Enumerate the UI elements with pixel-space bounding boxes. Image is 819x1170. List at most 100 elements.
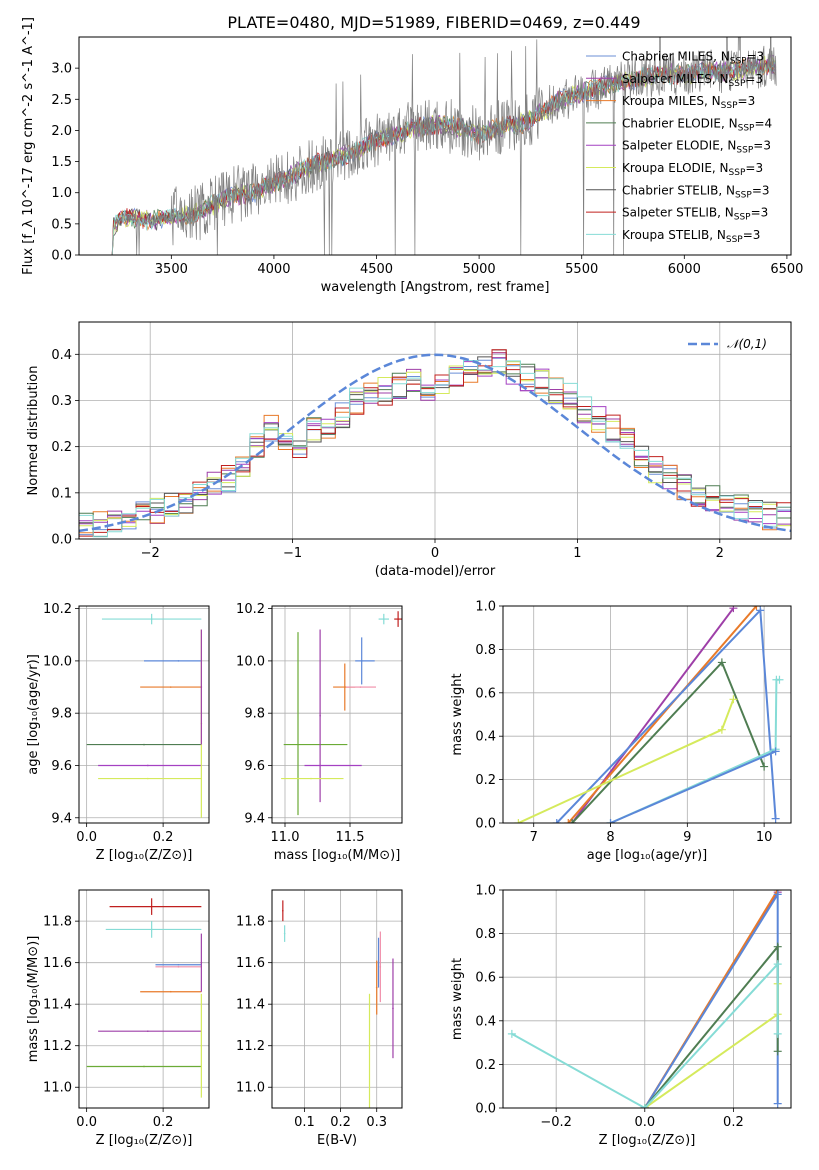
y-axis-label: mass weight [450,673,465,755]
legend-nssp: =4 [754,116,772,130]
y-tick-label: 11.2 [236,1039,265,1054]
y-tick-label: 11.4 [236,998,265,1013]
y-tick-label: 0.6 [475,686,496,701]
data-point [377,961,380,964]
y-tick-label: 0.0 [51,533,72,548]
errorbars-6 [282,900,394,1108]
y-tick-label: 11.4 [43,998,72,1013]
x-axis-label: age [log₁₀(age/yr)] [587,848,708,863]
x-tick-label: 0.0 [634,1115,655,1130]
x-tick-label: 10 [756,830,773,845]
plus-marker [756,606,765,615]
y-tick-label: 10.2 [236,602,265,617]
y-tick-label: 1.5 [51,155,72,170]
legend-label: 𝒩(0,1) [727,337,767,351]
y-tick-label: 0.5 [51,217,72,232]
data-point [397,618,399,620]
legend-nssp: =3 [745,161,763,175]
x-tick-label: −1 [283,546,302,561]
data-point [147,764,149,767]
y-tick-label: 1.0 [475,600,496,615]
legend-subscript: SSP [734,213,751,223]
data-point [150,618,153,620]
plus-marker [773,1029,782,1038]
legend-nssp: =3 [751,206,769,220]
plus-marker [773,890,782,899]
y-tick-label: 11.6 [236,956,265,971]
spectrum-lines [109,37,777,255]
x-tick-label: 0.3 [366,1115,387,1130]
data-point [200,686,203,688]
x-axis-label: E(B-V) [317,1133,357,1148]
y-tick-label: 11.6 [43,956,72,971]
x-axis-label: (data-model)/error [375,564,496,579]
x-tick-label: 8 [606,830,614,845]
panel-3-frame [271,605,403,824]
data-point [360,660,363,662]
y-tick-label: 0.4 [51,348,72,363]
plus-marker [514,819,523,823]
y-tick-label: 10.0 [236,654,265,669]
panel-7-frame [502,889,792,1109]
y-tick-label: 11.8 [43,915,72,930]
x-tick-label: 0.2 [723,1115,744,1130]
y-tick-label: 2.5 [51,93,72,108]
errorbars-2 [86,613,203,818]
y-tick-label: 0.0 [51,249,72,264]
y-tick-label: 0.3 [51,394,72,409]
legend-subscript: SSP [730,57,747,67]
y-tick-label: 2.0 [51,124,72,139]
data-point [375,986,378,989]
y-tick-label: 11.0 [43,1081,72,1096]
data-point [177,966,180,968]
plus-marker [773,1047,782,1056]
x-tick-label: 6500 [770,262,803,277]
panel-6-axes: 0.1 0.2 0.3 11.0 11.2 11.4 11.6 11.8 E(B-V) [236,890,402,1148]
legend-label: Salpeter MILES, NSSP=3 [622,72,763,89]
data-point [150,905,153,908]
x-tick-label: −0.2 [540,1115,572,1130]
x-tick-label: 0.0 [76,1115,97,1130]
legend-label: Kroupa STELIB, NSSP=3 [622,228,760,245]
x-tick-label: 7 [530,830,538,845]
data-point [150,928,153,931]
plus-marker [773,960,782,969]
weight-series-6 [610,750,776,823]
data-point [297,743,299,746]
data-point [169,686,172,688]
y-tick-label: 10.2 [43,602,72,617]
x-tick-label: 0.1 [294,1115,315,1130]
data-point [177,963,180,966]
legend-nssp: =3 [747,50,765,64]
data-point [344,686,346,688]
plus-marker [640,1104,649,1108]
legend-label: Chabrier MILES, NSSP=3 [622,50,764,67]
y-tick-label: 10.0 [43,654,72,669]
data-point [368,1044,371,1047]
y-tick-label: 9.4 [51,811,72,826]
legend-subscript: SSP [721,101,738,111]
data-point [392,1007,394,1010]
x-tick-label: 3500 [155,262,188,277]
data-point [310,777,312,780]
y-tick-label: 0.4 [475,730,496,745]
x-tick-label: 2 [716,546,724,561]
x-tick-label: 5500 [565,262,598,277]
x-tick-label: 11.5 [336,830,365,845]
y-tick-label: 11.8 [236,915,265,930]
x-tick-label: 0.0 [76,830,97,845]
observed-spectrum [113,37,777,255]
x-tick-label: −2 [141,546,160,561]
weight-series-5 [511,961,779,1108]
panel-5-frame [78,889,210,1109]
data-point [147,1030,149,1032]
legend-label: Salpeter ELODIE, NSSP=3 [622,139,771,156]
x-tick-label: 0 [431,546,439,561]
data-point [319,715,321,717]
legend-subscript: SSP [736,146,753,156]
x-tick-label: 0.2 [330,1115,351,1130]
y-tick-label: 0.2 [475,773,496,788]
y-axis-label: mass [log₁₀(M/M⊙)] [26,936,41,1063]
y-tick-label: 0.0 [475,817,496,832]
